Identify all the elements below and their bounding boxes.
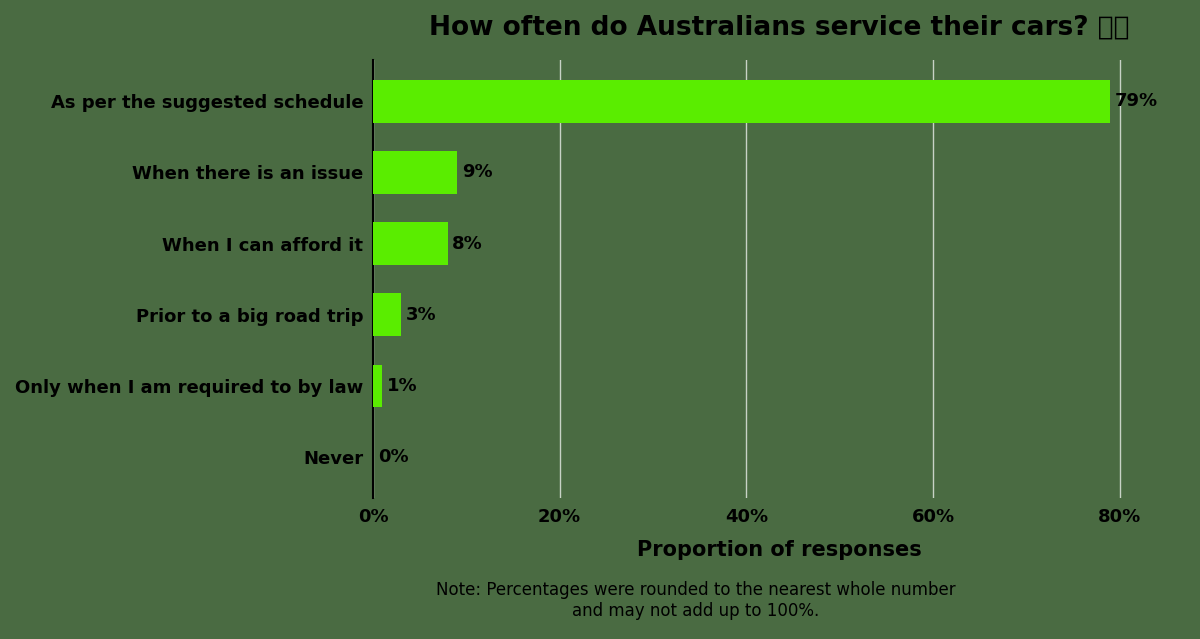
Text: 9%: 9% bbox=[462, 164, 492, 181]
Bar bbox=[373, 80, 1110, 123]
Text: 3%: 3% bbox=[406, 306, 437, 324]
Text: 79%: 79% bbox=[1115, 92, 1158, 111]
Text: 0%: 0% bbox=[378, 448, 408, 466]
Title: How often do Australians service their cars? 🇦🇺: How often do Australians service their c… bbox=[428, 15, 1129, 41]
X-axis label: Proportion of responses: Proportion of responses bbox=[637, 540, 922, 560]
Text: 1%: 1% bbox=[386, 377, 418, 395]
Bar bbox=[373, 222, 448, 265]
Text: 8%: 8% bbox=[452, 235, 484, 252]
Bar bbox=[373, 293, 401, 336]
Text: Note: Percentages were rounded to the nearest whole number
and may not add up to: Note: Percentages were rounded to the ne… bbox=[436, 581, 956, 620]
Bar bbox=[373, 365, 383, 408]
Bar bbox=[373, 151, 457, 194]
